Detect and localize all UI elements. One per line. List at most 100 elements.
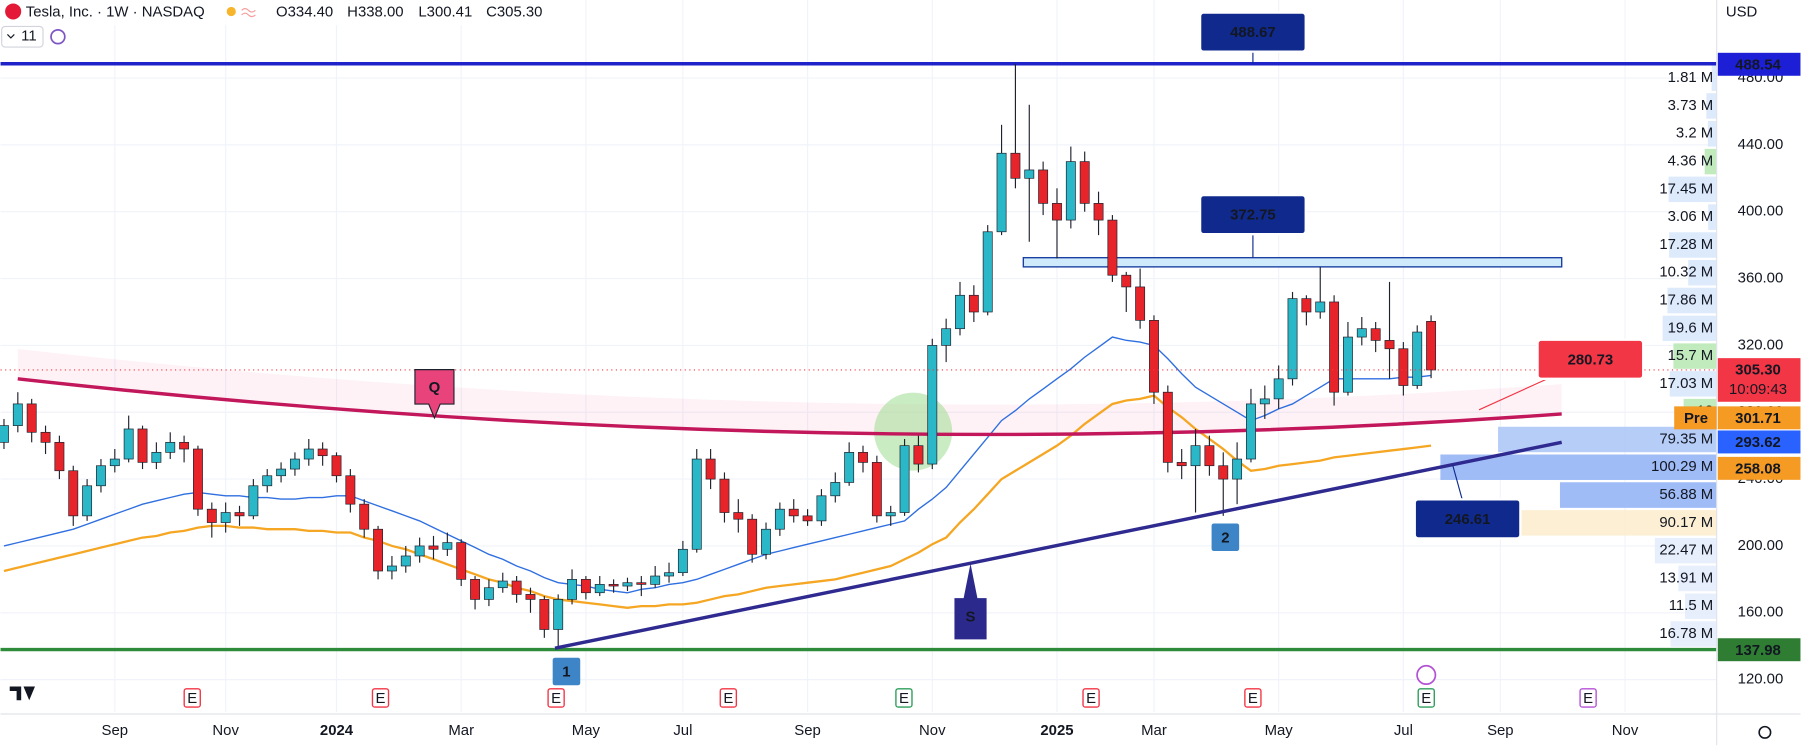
candle-body — [54, 441, 65, 472]
candle-body — [511, 580, 522, 595]
volume-profile-bar — [1688, 259, 1717, 286]
event-badge[interactable] — [371, 688, 390, 708]
candle-body — [165, 441, 176, 453]
tv-logo[interactable] — [9, 686, 35, 701]
candle-body — [871, 462, 882, 517]
y-tick-label: 160.00 — [1738, 604, 1784, 621]
event-icon — [1416, 664, 1437, 686]
candle-body — [151, 452, 162, 463]
volume-profile-label: 1.81 M — [1668, 69, 1714, 86]
volume-profile-label: 3.2 M — [1676, 125, 1713, 142]
callout-box — [1198, 193, 1307, 236]
x-tick-label: May — [572, 722, 601, 739]
candle-body — [96, 465, 106, 487]
volume-profile-bar — [1706, 93, 1717, 119]
candle-body — [1398, 348, 1409, 386]
volume-profile-label: 3.73 M — [1668, 97, 1714, 114]
candle-body — [816, 495, 827, 522]
event-badge[interactable] — [1082, 688, 1100, 708]
callout-box — [1413, 498, 1522, 540]
price-tag — [1717, 638, 1801, 662]
candle-body — [608, 584, 619, 587]
currency[interactable]: USD — [1726, 4, 1758, 21]
candle-body — [525, 594, 536, 600]
y-tick-label: 360.00 — [1738, 270, 1784, 287]
candle-body — [968, 294, 979, 313]
candle-body — [1273, 378, 1284, 400]
indicator-line — [3, 336, 1432, 594]
symbol-title: Tesla, Inc. · 1W · NASDAQ — [26, 4, 205, 21]
callout-box — [1198, 11, 1307, 53]
x-tick-label: Mar — [1141, 722, 1167, 739]
candle-body — [1287, 298, 1298, 380]
price-tag-label: 488.54 — [1735, 56, 1781, 73]
candle-body — [290, 458, 300, 470]
volume-profile-label: 22.47 M — [1659, 542, 1713, 559]
candle-body — [179, 441, 190, 450]
candle-body — [483, 587, 494, 600]
candle-body — [1259, 398, 1270, 405]
refresh-icon[interactable] — [50, 28, 66, 45]
candle-body — [594, 584, 605, 594]
marker-shape — [954, 563, 987, 640]
candle-body — [1052, 203, 1062, 221]
candle-body — [1343, 336, 1353, 393]
event-badge[interactable] — [1579, 688, 1597, 708]
candle-body — [802, 515, 813, 522]
event-badge[interactable] — [1417, 688, 1435, 708]
candle-body — [650, 575, 661, 585]
candle-body — [996, 152, 1007, 233]
volume-profile-label: 79.35 M — [1659, 430, 1713, 447]
event-label: E — [551, 690, 561, 707]
candle-body — [400, 555, 411, 567]
front-layer: 1.81 M 3.73 M 3.2 M 4.36 M 17.45 M 3.06 M 17.2… — [183, 11, 1801, 708]
event-badge[interactable] — [183, 688, 201, 708]
candle-body — [206, 508, 217, 523]
event-badge[interactable] — [719, 688, 738, 708]
candle-body — [386, 565, 397, 572]
candle-body — [26, 403, 37, 433]
candle-body — [40, 431, 51, 443]
price-tag — [1717, 358, 1801, 402]
header-bg — [0, 0, 506, 26]
volume-profile-label: 17.86 M — [1659, 291, 1713, 308]
candle-body — [899, 445, 910, 513]
indicator-toggle[interactable] — [1, 25, 44, 48]
volume-profile-bar — [1670, 621, 1717, 647]
event-label: E — [1583, 690, 1593, 707]
candle-body — [1065, 161, 1076, 221]
logo — [5, 3, 22, 20]
event-badge[interactable] — [1244, 688, 1262, 708]
main-layer — [0, 62, 1717, 652]
volume-profile-label: 17.03 M — [1659, 375, 1713, 392]
volume-profile-bar — [1684, 593, 1717, 619]
candle-body — [68, 470, 79, 517]
candle-body — [414, 545, 425, 557]
candle-body — [1204, 445, 1215, 467]
candle-body — [913, 445, 924, 465]
candle-body — [331, 455, 342, 477]
callout-box — [1536, 338, 1645, 380]
price-tag-label: 293.62 — [1735, 434, 1781, 451]
candle-body — [553, 599, 564, 630]
marker-label: Q — [429, 379, 441, 396]
zone — [1022, 256, 1563, 268]
event-badge[interactable] — [895, 688, 913, 708]
ohlc-label: H338.00 — [347, 4, 403, 21]
event-badge[interactable] — [547, 688, 565, 708]
candle-body — [1218, 465, 1229, 480]
candle-body — [1010, 152, 1021, 179]
candle-body — [12, 403, 23, 426]
marker-shape — [1211, 523, 1240, 552]
settings-icon[interactable] — [1758, 725, 1772, 739]
event-label: E — [187, 690, 197, 707]
marker-shape — [552, 657, 581, 686]
candle-body — [109, 458, 120, 467]
highlight-circle — [874, 392, 953, 471]
candle-body — [0, 425, 9, 443]
volume-profile-label: 90.17 M — [1659, 514, 1713, 531]
volume-profile-bar — [1559, 482, 1717, 508]
volume-profile-bar — [1654, 537, 1717, 564]
